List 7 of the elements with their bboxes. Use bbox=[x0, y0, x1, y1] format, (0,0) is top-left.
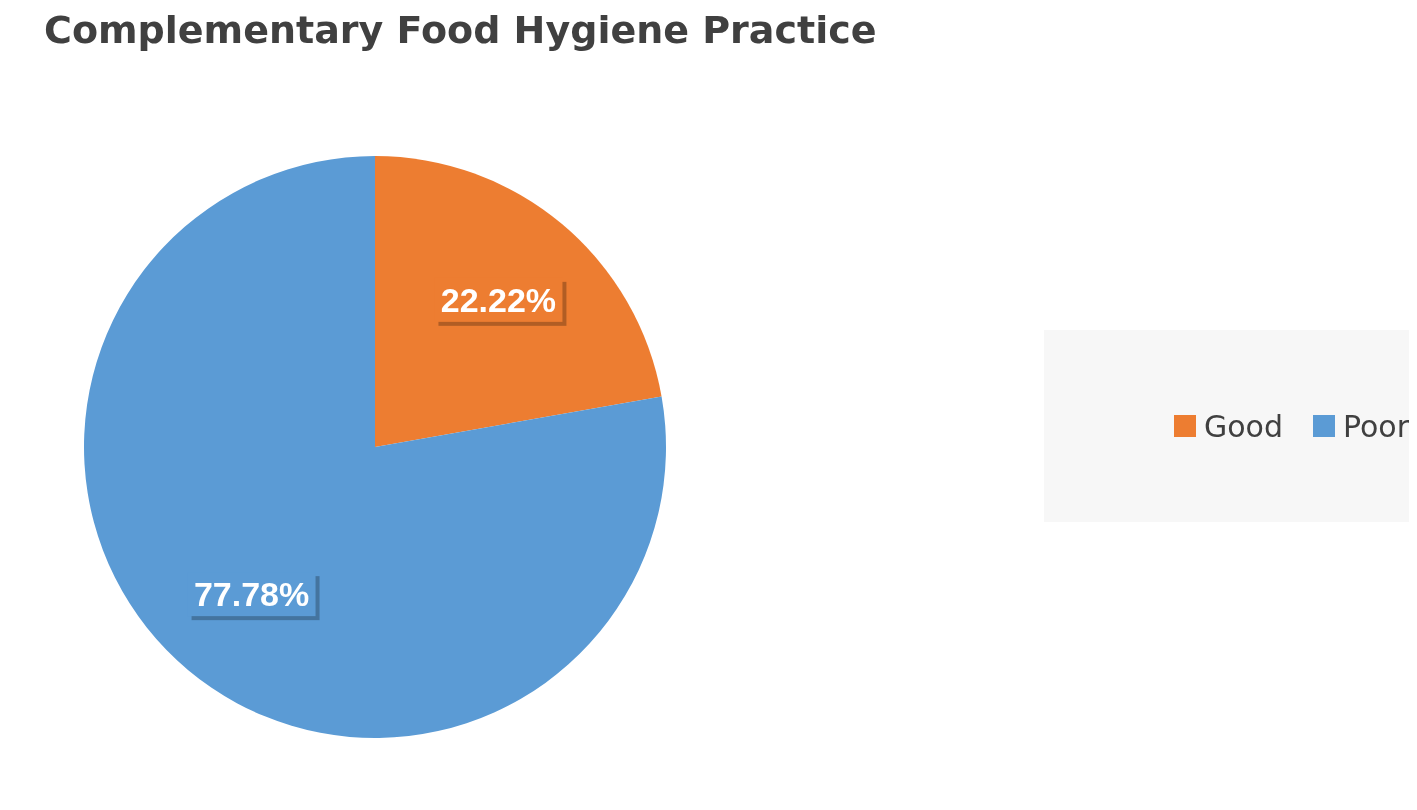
legend-label: Poor bbox=[1342, 408, 1409, 444]
pie-slice bbox=[84, 156, 666, 738]
pie-slice bbox=[375, 156, 662, 447]
chart-title: Complementary Food Hygiene Practice bbox=[44, 8, 877, 52]
data-label: 77.78% bbox=[193, 575, 310, 614]
legend-label: Good bbox=[1203, 408, 1283, 444]
data-label: 22.22% bbox=[440, 280, 557, 319]
